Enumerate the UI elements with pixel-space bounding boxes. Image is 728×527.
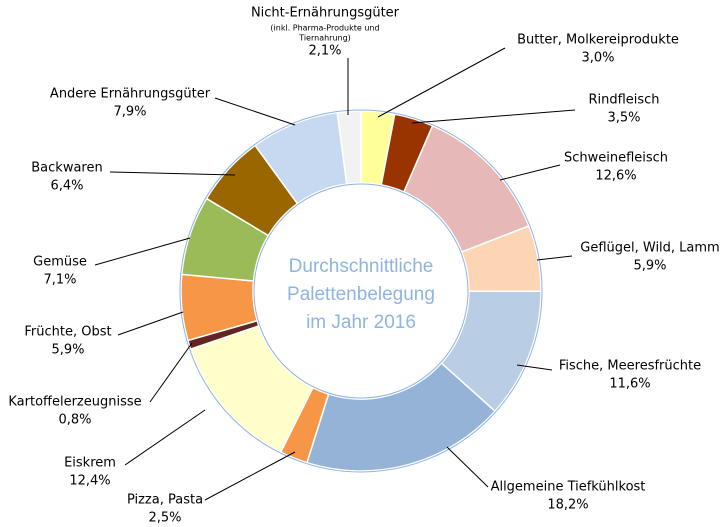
value-label: 5,9% (633, 259, 666, 274)
leader-line (214, 97, 296, 126)
leader-line (411, 109, 576, 124)
value-label: 7,1% (43, 273, 76, 288)
leader-line (446, 446, 489, 488)
annotation: (inkl. Pharma-Produkte und (270, 24, 379, 33)
slice-label: Gemüse (33, 255, 87, 270)
leader-line (536, 255, 573, 261)
slice-label: Fische, Meeresfrüchte (559, 359, 701, 374)
value-label: 7,9% (113, 105, 146, 120)
value-label: 12,4% (69, 474, 110, 489)
slice-label: Backwaren (31, 161, 102, 176)
center-text: Palettenbelegung (287, 284, 435, 305)
value-label: 18,2% (547, 498, 588, 513)
value-label: 12,6% (595, 169, 636, 184)
slice-label: Schweinefleisch (564, 151, 668, 166)
leader-line (516, 364, 553, 371)
center-text: Durchschnittliche (289, 256, 434, 277)
slice-label: Butter, Molkereiprodukte (517, 33, 679, 48)
value-label: 0,8% (58, 413, 91, 428)
slice-label: Eiskrem (64, 456, 116, 471)
value-label: 3,0% (581, 51, 614, 66)
center-text: im Jahr 2016 (306, 312, 416, 333)
donut-outline (179, 109, 543, 473)
value-label: 5,9% (51, 343, 84, 358)
slice-label: Allgemeine Tiefkühlkost (491, 480, 646, 495)
slice-label: Geflügel, Wild, Lamm (580, 241, 719, 256)
value-label: 11,6% (609, 377, 650, 392)
leader-line (499, 164, 561, 181)
leader-line (117, 311, 184, 336)
value-label: 2,5% (148, 511, 181, 526)
slice-label: Nicht-Ernährungsgüter (251, 6, 400, 21)
leader-line (124, 409, 206, 466)
slice-label: Früchte, Obst (24, 325, 111, 340)
donut-outline (253, 183, 469, 399)
donut-slice (336, 110, 362, 185)
leader-line (149, 342, 193, 403)
annotation: Tiernahrung) (298, 34, 351, 43)
value-label: 6,4% (50, 179, 83, 194)
slice-label: Andere Ernährungsgüter (50, 87, 211, 102)
value-label: 3,5% (607, 111, 640, 126)
value-label: 2,1% (308, 44, 341, 59)
leader-line (377, 47, 506, 118)
slice-label: Pizza, Pasta (127, 493, 203, 508)
leader-line (109, 171, 236, 176)
slice-label: Rindfleisch (588, 93, 659, 108)
leader-line (204, 451, 296, 501)
slice-label: Kartoffelerzeugnisse (8, 395, 141, 410)
leader-line (94, 237, 191, 266)
